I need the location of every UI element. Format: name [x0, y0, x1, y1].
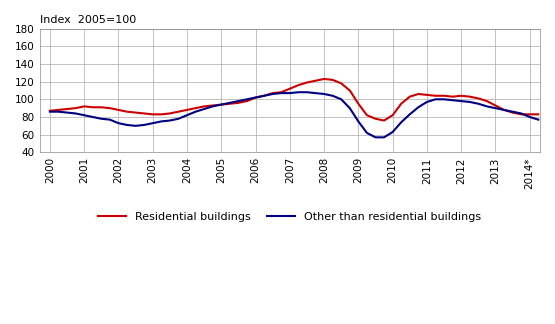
Other than residential buildings — [166, 119, 173, 122]
Residential buildings — [535, 112, 542, 116]
Other than residential buildings — [389, 130, 396, 134]
Other than residential buildings — [158, 120, 165, 123]
Text: Index  2005=100: Index 2005=100 — [39, 15, 136, 25]
Legend: Residential buildings, Other than residential buildings: Residential buildings, Other than reside… — [94, 207, 486, 226]
Residential buildings — [158, 112, 165, 116]
Residential buildings — [475, 97, 482, 100]
Residential buildings — [47, 109, 53, 113]
Other than residential buildings — [295, 90, 302, 94]
Line: Other than residential buildings: Other than residential buildings — [50, 92, 538, 137]
Line: Residential buildings: Residential buildings — [50, 79, 538, 121]
Other than residential buildings — [475, 102, 482, 106]
Residential buildings — [518, 112, 524, 116]
Residential buildings — [321, 77, 327, 81]
Other than residential buildings — [518, 111, 524, 115]
Residential buildings — [166, 111, 173, 115]
Residential buildings — [389, 113, 396, 117]
Residential buildings — [381, 119, 387, 122]
Other than residential buildings — [423, 100, 430, 104]
Other than residential buildings — [47, 110, 53, 114]
Other than residential buildings — [535, 118, 542, 122]
Other than residential buildings — [372, 135, 379, 139]
Residential buildings — [423, 93, 430, 97]
